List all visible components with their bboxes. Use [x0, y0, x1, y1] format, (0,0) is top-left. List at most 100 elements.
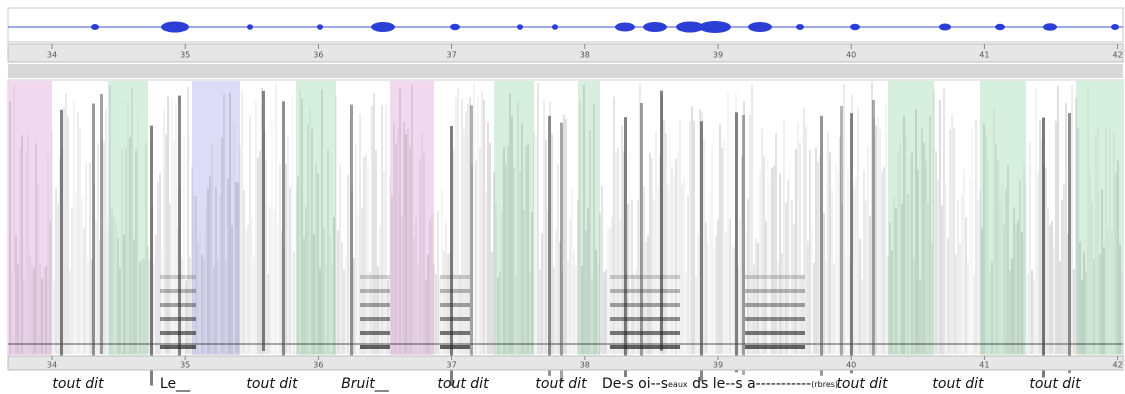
spectral-column [815, 147, 817, 354]
spectral-column [493, 171, 495, 354]
spectral-column [183, 137, 185, 354]
spectral-column [601, 185, 603, 354]
spectral-column [101, 138, 103, 354]
spectral-column [249, 115, 251, 354]
spectral-column [1051, 221, 1053, 354]
spectral-column [965, 216, 967, 354]
spectral-column [985, 135, 987, 354]
spectral-column [371, 105, 373, 355]
spectral-column [665, 133, 667, 354]
spectral-column [551, 133, 553, 354]
spectral-column [503, 147, 505, 354]
spectral-column [761, 128, 763, 354]
spectral-column [823, 213, 825, 354]
spectral-column [333, 217, 335, 354]
spectral-column [421, 132, 423, 354]
spectral-column [1103, 246, 1105, 354]
spectral-column [79, 127, 81, 354]
top-ruler-label: 41 [979, 51, 989, 60]
spectral-column [485, 190, 487, 354]
spectral-column [377, 266, 379, 354]
spectral-column [109, 85, 111, 354]
spectral-column [413, 236, 415, 354]
spectral-column [301, 98, 303, 354]
spectral-column [967, 262, 969, 354]
spectral-column [213, 266, 215, 354]
spectral-column [439, 277, 441, 354]
spectral-column [927, 202, 929, 354]
spectral-column [721, 147, 723, 354]
bottom-ruler-label: 41 [979, 361, 989, 370]
spectral-column [293, 251, 295, 354]
spectral-column [67, 116, 69, 355]
annotation-part: eaux [668, 380, 688, 389]
spectral-column [1063, 184, 1065, 354]
waveform-blob [1111, 24, 1119, 30]
scroll-strip [8, 64, 1123, 78]
spectral-streak [640, 103, 643, 364]
spectral-column [1061, 199, 1063, 354]
spectral-column [587, 208, 589, 354]
harmonic [610, 303, 680, 307]
spectral-column [707, 242, 709, 354]
spectral-column [745, 231, 747, 354]
spectral-column [1115, 172, 1117, 354]
spectral-column [231, 225, 233, 354]
bottom-ruler-label: 34 [47, 361, 57, 370]
waveform-blob [676, 21, 704, 33]
segment-band [888, 81, 934, 355]
spectral-column [729, 217, 731, 354]
spectral-column [817, 161, 819, 354]
annotation: tout dit [52, 376, 104, 392]
spectral-column [723, 138, 725, 354]
spectral-column [727, 91, 729, 355]
spectral-column [517, 101, 519, 354]
harmonic [745, 345, 805, 349]
spectral-column [1107, 228, 1109, 354]
spectral-column [841, 204, 843, 354]
spectral-streak [1068, 113, 1071, 374]
spectral-column [731, 245, 733, 354]
spectral-column [53, 281, 55, 354]
spectral-column [589, 130, 591, 354]
spectral-column [717, 219, 719, 354]
spectral-column [537, 82, 539, 354]
spectral-column [453, 148, 455, 354]
spectral-column [209, 175, 211, 354]
spectral-column [411, 84, 413, 354]
spectral-column [1039, 119, 1041, 354]
spectral-column [501, 211, 503, 354]
spectral-column [787, 179, 789, 354]
spectral-streak [92, 103, 95, 364]
spectral-column [901, 203, 903, 354]
waveform-blob [850, 23, 860, 31]
spectral-column [387, 279, 389, 354]
spectral-column [683, 177, 685, 354]
spectral-column [397, 129, 399, 354]
spectral-column [611, 217, 613, 354]
spectral-streak [100, 94, 103, 355]
spectral-column [273, 209, 275, 354]
spectral-column [939, 100, 941, 354]
spectral-column [349, 117, 351, 355]
spectral-column [989, 269, 991, 354]
spectral-column [755, 238, 757, 354]
spectral-column [637, 199, 639, 354]
spectral-column [327, 149, 329, 354]
spectral-column [593, 103, 595, 355]
spectral-column [775, 133, 777, 354]
harmonic [160, 289, 196, 293]
spectral-column [961, 195, 963, 354]
spectral-column [713, 246, 715, 354]
spectral-column [781, 253, 783, 354]
spectral-column [697, 234, 699, 354]
spectral-column [801, 276, 803, 354]
spectral-column [237, 182, 239, 354]
spectral-column [1013, 207, 1015, 354]
spectral-column [1091, 201, 1093, 354]
spectral-column [983, 124, 985, 354]
harmonic [160, 317, 196, 321]
spectral-streak [700, 121, 703, 382]
spectral-column [865, 200, 867, 354]
segment-band [578, 81, 600, 355]
